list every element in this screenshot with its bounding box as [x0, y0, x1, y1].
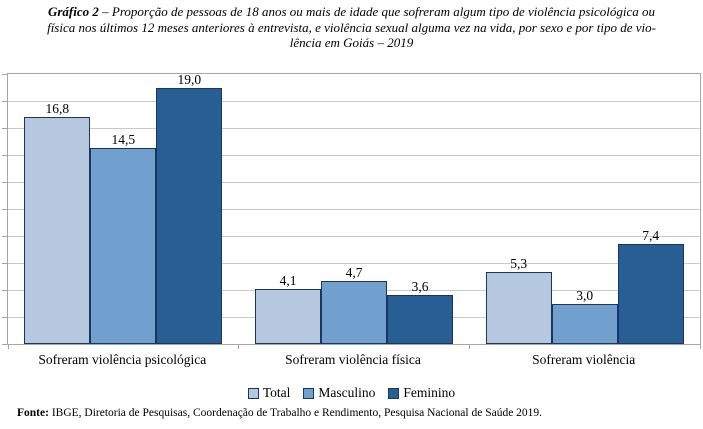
bar-total-3	[485, 272, 552, 344]
y-axis-tick	[2, 262, 8, 264]
bar-value-label: 7,4	[642, 228, 660, 244]
gridline	[8, 262, 700, 264]
plot-area: 16,8 4,1 5,3 14,5 4,7 3,0 19,0 3,6 7,4	[2, 71, 701, 349]
bar-value-label: 16,8	[45, 101, 70, 117]
y-axis-tick	[2, 73, 8, 75]
chart-title-line-1-rest: – Proporção de pessoas de 18 anos ou mai…	[98, 4, 656, 19]
gridline	[8, 181, 700, 183]
y-axis-tick	[2, 289, 8, 291]
bar-value-label: 19,0	[177, 71, 202, 87]
bar-feminino-1	[156, 87, 223, 344]
x-axis-tick	[238, 344, 240, 349]
chart-title-line-1: Gráfico 2 – Proporção de pessoas de 18 a…	[5, 4, 698, 20]
legend-label: Total	[262, 385, 291, 400]
category-label: Sofreram violência física	[285, 352, 421, 367]
y-axis-tick	[2, 235, 8, 237]
bar-masculino-1	[90, 148, 157, 344]
chart-title-prefix: Gráfico 2	[47, 4, 99, 19]
y-axis-tick	[2, 127, 8, 129]
bar-feminino-3	[617, 244, 684, 344]
bar-total-2	[255, 288, 321, 344]
bar-value-label: 5,3	[510, 256, 528, 272]
legend-item-feminino: Feminino	[388, 385, 455, 401]
legend-label: Feminino	[403, 385, 456, 400]
y-axis-tick	[2, 181, 8, 183]
chart-title-line-2: física nos últimos 12 meses anteriores à…	[47, 19, 656, 35]
source-note-label: Fonte:	[17, 407, 49, 419]
y-axis-tick	[2, 100, 8, 102]
legend-label: Masculino	[318, 385, 376, 400]
gridline	[8, 154, 700, 156]
bar-value-label: 4,7	[345, 264, 363, 280]
chart-title: Gráfico 2 – Proporção de pessoas de 18 a…	[5, 4, 698, 51]
bar-value-label: 3,6	[411, 279, 429, 295]
bar-total-1	[24, 117, 91, 344]
y-axis-tick	[2, 343, 8, 345]
category-label: Sofreram violência	[532, 352, 636, 367]
legend-item-masculino: Masculino	[303, 385, 375, 401]
source-note: Fonte: IBGE, Diretoria de Pesquisas, Coo…	[17, 407, 542, 419]
legend-swatch-icon	[247, 387, 259, 399]
bar-masculino-2	[321, 280, 387, 344]
gridline	[8, 235, 700, 237]
category-label: Sofreram violência psicológica	[38, 352, 207, 367]
gridline	[8, 208, 700, 210]
legend-swatch-icon	[388, 387, 400, 399]
bar-feminino-2	[387, 295, 453, 344]
x-axis-tick	[7, 344, 9, 349]
legend: Total Masculino Feminino	[0, 385, 703, 401]
bar-value-label: 3,0	[576, 287, 594, 303]
source-note-text: IBGE, Diretoria de Pesquisas, Coordenaçã…	[48, 407, 543, 419]
y-axis-tick	[2, 316, 8, 318]
legend-swatch-icon	[303, 387, 315, 399]
gridline	[8, 127, 700, 129]
gridline	[8, 100, 700, 102]
bar-masculino-3	[551, 303, 618, 344]
x-axis-tick	[699, 344, 701, 349]
x-axis-tick	[468, 344, 470, 349]
bar-value-label: 4,1	[279, 272, 297, 288]
y-axis-tick	[2, 208, 8, 210]
y-axis-tick	[2, 154, 8, 156]
bar-value-label: 14,5	[111, 132, 136, 148]
chart-title-line-3: lência em Goiás – 2019	[289, 35, 414, 50]
legend-item-total: Total	[247, 385, 291, 401]
